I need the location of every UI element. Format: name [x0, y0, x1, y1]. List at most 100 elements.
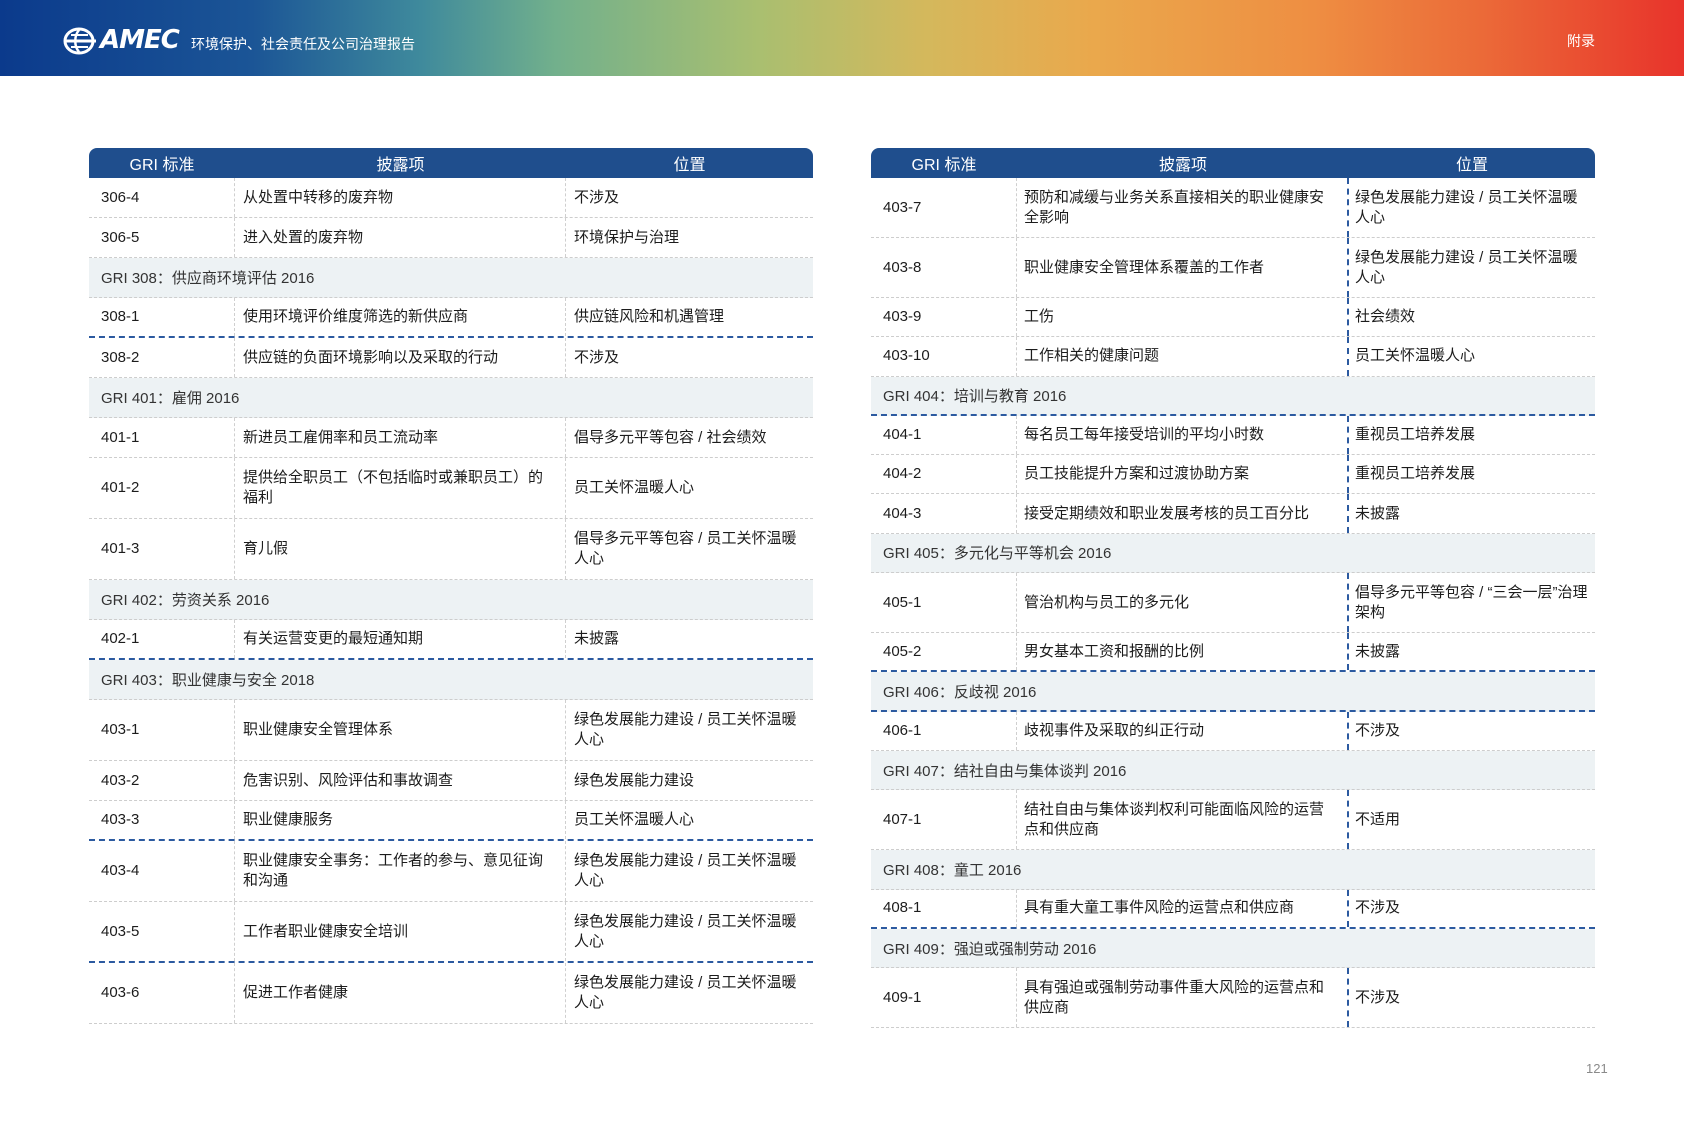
location-text: 倡导多元平等包容 / 员工关怀温暖人心 [574, 530, 797, 567]
disclosure-text: 进入处置的废弃物 [235, 218, 566, 257]
gri-code: 402-1 [89, 620, 235, 658]
column-header-gri-standard: GRI 标准 [911, 157, 977, 174]
section-title: GRI 407：结社自由与集体谈判 2016 [883, 762, 1127, 780]
gri-code: 403-6 [89, 963, 235, 1023]
gri-code: 401-1 [89, 418, 235, 457]
disclosure-text: 职业健康服务 [235, 801, 566, 839]
table-row: 308-2 供应链的负面环境影响以及采取的行动 不涉及 [89, 338, 813, 378]
section-title: GRI 401：雇佣 2016 [101, 390, 240, 407]
disclosure-text: 危害识别、风险评估和事故调查 [235, 761, 566, 800]
gri-code: 404-3 [871, 494, 1017, 533]
disclosure-text: 每名员工每年接受培训的平均小时数 [1017, 415, 1349, 455]
location-text: 绿色发展能力建设 / 员工关怀温暖人心 [574, 852, 797, 889]
report-header-banner: AMEC 环境保护、社会责任及公司治理报告 附录 [0, 0, 1684, 76]
table-header: GRI 标准 披露项 位置 [871, 148, 1595, 178]
table-row: 408-1 具有重大童工事件风险的运营点和供应商 不涉及 [871, 889, 1595, 929]
disclosure-text: 工作相关的健康问题 [1017, 337, 1349, 376]
location-text: 员工关怀温暖人心 [574, 479, 695, 496]
section-row: GRI 404：培训与教育 2016 [871, 376, 1595, 416]
table-row: 405-1 管治机构与员工的多元化 倡导多元平等包容 / “三会一层”治理架构 [871, 573, 1595, 634]
disclosure-text: 工作者职业健康安全培训 [235, 902, 566, 961]
gri-code: 403-9 [871, 298, 1017, 337]
table-row: 409-1 具有强迫或强制劳动事件重大风险的运营点和供应商 不涉及 [871, 968, 1595, 1029]
gri-code: 308-2 [89, 338, 235, 377]
gri-code: 401-3 [89, 519, 235, 579]
table-row: 403-5 工作者职业健康安全培训 绿色发展能力建设 / 员工关怀温暖人心 [89, 902, 813, 963]
disclosure-text: 新进员工雇佣率和员工流动率 [235, 418, 566, 457]
section-title: GRI 408：童工 2016 [883, 861, 1022, 879]
section-row: GRI 401：雇佣 2016 [89, 378, 813, 418]
disclosure-text: 歧视事件及采取的纠正行动 [1017, 711, 1349, 750]
logo-wordmark: AMEC [100, 25, 180, 55]
table-row: 401-2 提供给全职员工（不包括临时或兼职员工）的福利 员工关怀温暖人心 [89, 458, 813, 519]
section-row: GRI 406：反歧视 2016 [871, 672, 1595, 712]
gri-code: 403-1 [89, 700, 235, 760]
location-text: 供应链风险和机遇管理 [574, 308, 725, 325]
gri-code: 403-5 [89, 902, 235, 961]
location-text: 不涉及 [1355, 899, 1401, 917]
table-row: 403-9 工伤 社会绩效 [871, 298, 1595, 338]
disclosure-text: 工伤 [1017, 298, 1349, 337]
table-row: 403-2 危害识别、风险评估和事故调查 绿色发展能力建设 [89, 761, 813, 801]
table-row: 404-3 接受定期绩效和职业发展考核的员工百分比 未披露 [871, 494, 1595, 534]
section-label: 附录 [1567, 34, 1595, 50]
gri-index-table-right: GRI 标准 披露项 位置 403-7 预防和减缓与业务关系直接相关的职业健康安全… [871, 148, 1595, 1029]
gri-code: 403-4 [89, 841, 235, 901]
table-row: 308-1 使用环境评价维度筛选的新供应商 供应链风险和机遇管理 [89, 298, 813, 338]
location-text: 重视员工培养发展 [1355, 465, 1476, 483]
gri-index-table-left: GRI 标准 披露项 位置 306-4 从处置中转移的废弃物 不涉及 306-5 进入… [89, 148, 813, 1024]
gri-code: 408-1 [871, 889, 1017, 927]
gri-code: 403-3 [89, 801, 235, 839]
location-text: 重视员工培养发展 [1355, 426, 1476, 444]
section-row: GRI 308：供应商环境评估 2016 [89, 258, 813, 298]
location-text: 未披露 [1355, 642, 1401, 660]
location-text: 未披露 [574, 630, 620, 647]
disclosure-text: 促进工作者健康 [235, 963, 566, 1023]
gri-code: 407-1 [871, 790, 1017, 850]
location-text: 未披露 [1355, 504, 1401, 522]
disclosure-text: 育儿假 [235, 519, 566, 579]
location-text: 员工关怀温暖人心 [574, 811, 695, 828]
table-row: 403-10 工作相关的健康问题 员工关怀温暖人心 [871, 337, 1595, 377]
table-row: 407-1 结社自由与集体谈判权利可能面临风险的运营点和供应商 不适用 [871, 790, 1595, 851]
table-row: 404-2 员工技能提升方案和过渡协助方案 重视员工培养发展 [871, 455, 1595, 495]
disclosure-text: 预防和减缓与业务关系直接相关的职业健康安全影响 [1017, 178, 1349, 237]
gri-code: 404-2 [871, 455, 1017, 494]
table-row: 406-1 歧视事件及采取的纠正行动 不涉及 [871, 711, 1595, 751]
disclosure-text: 从处置中转移的废弃物 [235, 178, 566, 217]
location-text: 倡导多元平等包容 / “三会一层”治理架构 [1355, 583, 1588, 621]
gri-code: 403-8 [871, 238, 1017, 297]
gri-code: 403-2 [89, 761, 235, 800]
table-row: 306-4 从处置中转移的废弃物 不涉及 [89, 178, 813, 218]
table-row: 403-4 职业健康安全事务：工作者的参与、意见征询和沟通 绿色发展能力建设 / 员… [89, 841, 813, 902]
location-text: 不适用 [1355, 810, 1401, 828]
disclosure-text: 男女基本工资和报酬的比例 [1017, 633, 1349, 671]
column-header-gri-standard: GRI 标准 [129, 157, 195, 174]
location-text: 不涉及 [1355, 721, 1401, 739]
section-row: GRI 409：强迫或强制劳动 2016 [871, 928, 1595, 969]
table-row: 403-8 职业健康安全管理体系覆盖的工作者 绿色发展能力建设 / 员工关怀温暖人心 [871, 238, 1595, 298]
column-header-disclosure: 披露项 [376, 157, 425, 174]
column-header-location: 位置 [1455, 157, 1488, 174]
location-text: 绿色发展能力建设 [574, 771, 695, 789]
section-title: GRI 403：职业健康与安全 2018 [101, 672, 315, 689]
section-title: GRI 404：培训与教育 2016 [883, 387, 1067, 405]
location-text: 绿色发展能力建设 / 员工关怀温暖人心 [574, 711, 797, 748]
disclosure-text: 员工技能提升方案和过渡协助方案 [1017, 455, 1349, 494]
section-row: GRI 407：结社自由与集体谈判 2016 [871, 750, 1595, 791]
location-text: 绿色发展能力建设 / 员工关怀温暖人心 [574, 974, 797, 1011]
disclosure-text: 接受定期绩效和职业发展考核的员工百分比 [1017, 494, 1349, 533]
table-row: 402-1 有关运营变更的最短通知期 未披露 [89, 620, 813, 660]
table-row: 306-5 进入处置的废弃物 环境保护与治理 [89, 218, 813, 258]
disclosure-text: 有关运营变更的最短通知期 [235, 620, 566, 658]
disclosure-text: 职业健康安全管理体系覆盖的工作者 [1017, 238, 1349, 297]
gri-code: 404-1 [871, 415, 1017, 455]
section-title: GRI 308：供应商环境评估 2016 [101, 270, 315, 287]
location-text: 员工关怀温暖人心 [1355, 347, 1476, 365]
table-row: 403-3 职业健康服务 员工关怀温暖人心 [89, 801, 813, 841]
gri-code: 403-10 [871, 337, 1017, 376]
section-title: GRI 405：多元化与平等机会 2016 [883, 545, 1112, 563]
amec-logo-icon [63, 27, 96, 55]
disclosure-text: 职业健康安全事务：工作者的参与、意见征询和沟通 [235, 841, 566, 901]
table-row: 405-2 男女基本工资和报酬的比例 未披露 [871, 633, 1595, 673]
